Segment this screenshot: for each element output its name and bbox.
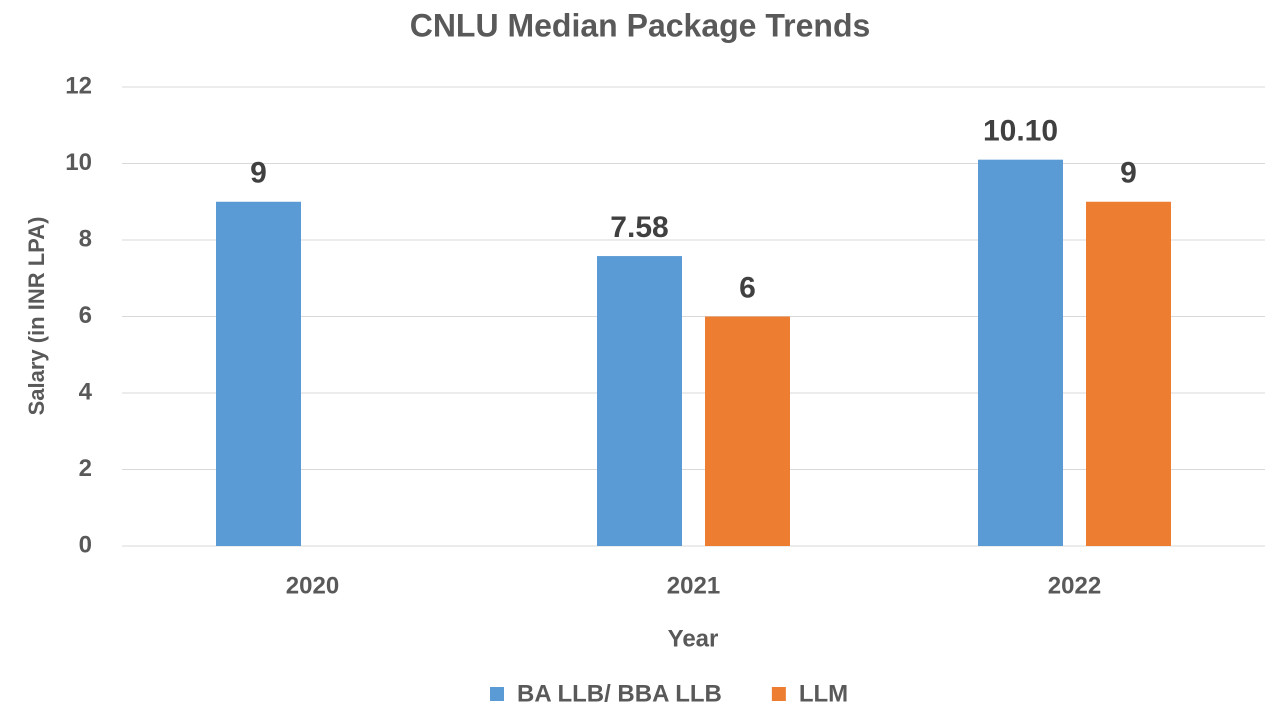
y-axis-label: Salary (in INR LPA): [24, 217, 49, 416]
chart-title: CNLU Median Package Trends: [410, 7, 871, 43]
bar: [216, 201, 301, 546]
legend-label: BA LLB/ BBA LLB: [517, 680, 722, 707]
y-tick-label: 6: [79, 302, 92, 329]
bar: [597, 256, 682, 546]
x-axis-label: Year: [668, 625, 719, 652]
data-label: 7.58: [610, 211, 668, 244]
y-tick-label: 0: [79, 531, 92, 558]
bar: [1086, 201, 1171, 546]
y-tick-label: 4: [79, 378, 93, 405]
y-tick-label: 8: [79, 225, 92, 252]
y-tick-label: 12: [65, 72, 92, 99]
y-tick-label: 2: [79, 455, 92, 482]
data-label: 9: [1120, 157, 1137, 190]
bar: [978, 159, 1063, 547]
data-label: 6: [739, 271, 756, 304]
x-tick-label: 2020: [286, 572, 339, 599]
x-tick-label: 2022: [1048, 572, 1101, 599]
legend-swatch: [771, 687, 786, 701]
data-label: 10.10: [983, 115, 1058, 148]
x-tick-label: 2021: [667, 572, 720, 599]
y-tick-label: 10: [65, 149, 92, 176]
legend-swatch: [490, 687, 504, 701]
data-label: 9: [250, 157, 267, 190]
bar: [705, 316, 790, 546]
legend-label: LLM: [799, 680, 848, 707]
